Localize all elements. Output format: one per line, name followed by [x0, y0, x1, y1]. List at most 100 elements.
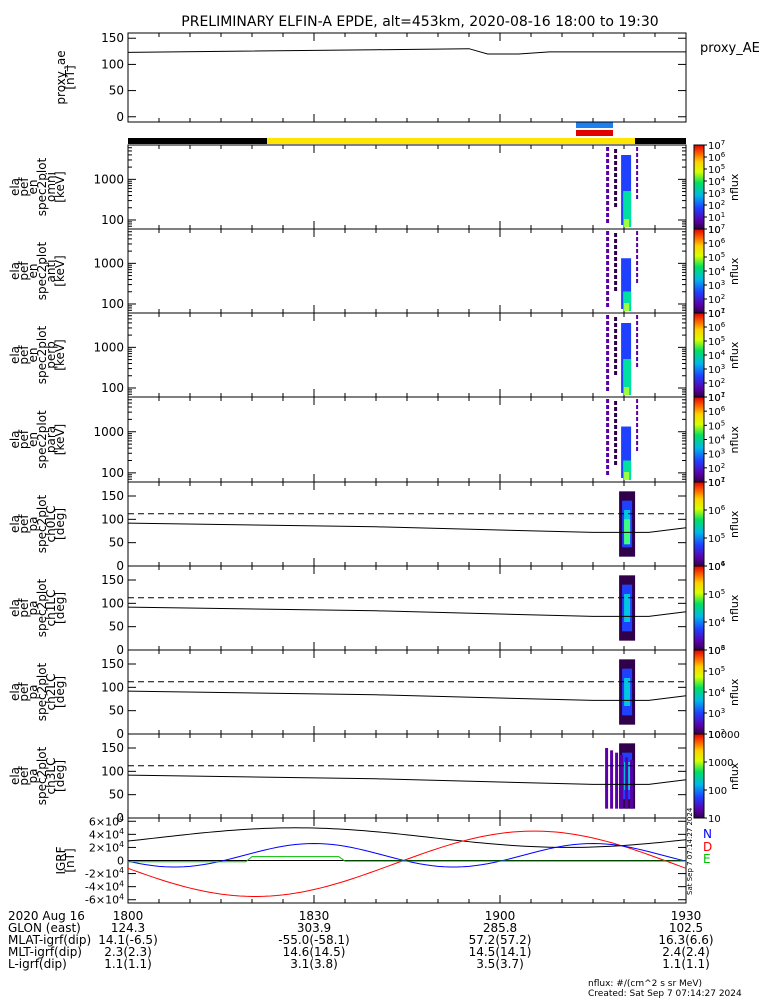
colorbar-tick-label: 103	[708, 448, 725, 461]
colorbar-tick-label: 105	[708, 588, 725, 601]
igrf-legend: N D E	[703, 827, 712, 866]
legend-e: E	[703, 852, 711, 866]
spectrogram-pixel	[636, 177, 639, 181]
colorbar-tick-label: 10	[708, 814, 721, 825]
y-tick-label: 100	[101, 381, 124, 395]
ephemeris-value: 102.5	[669, 921, 703, 935]
plot-title: PRELIMINARY ELFIN-A EPDE, alt=453km, 202…	[181, 14, 658, 30]
spectrogram-core-peak	[624, 387, 630, 395]
colorbar-tick-label: 106	[708, 237, 726, 250]
ephemeris-row-label: GLON (east)	[8, 921, 81, 935]
y-axis-label-line: pef	[17, 682, 31, 702]
y-axis-label-line: pef	[17, 598, 31, 618]
colorbar-unit-label: nflux	[728, 426, 741, 454]
spectrogram-pixel	[614, 449, 618, 453]
spectrogram-pixel	[606, 465, 610, 469]
y-axis-label-line: spec2plot	[35, 662, 49, 721]
spectrogram-pixel	[606, 153, 610, 157]
spectrogram-pixel	[606, 441, 610, 445]
legend-d: D	[703, 840, 712, 854]
spectrogram-pixel	[606, 201, 610, 205]
y-axis-label-line: pef	[17, 261, 31, 281]
igrf-d-curve	[127, 830, 687, 897]
y-axis-label-line: en	[26, 348, 40, 363]
spectrogram-pixel	[606, 399, 610, 403]
spectrogram-pixel	[636, 435, 639, 439]
y-axis-label-line: pef	[17, 345, 31, 365]
colorbar-tick-label: 104	[708, 434, 726, 447]
y-tick-label: 100	[101, 680, 124, 694]
y-tick-label: 1000	[93, 256, 124, 270]
y-tick-label: 50	[109, 704, 124, 718]
spectrogram-pixel	[636, 237, 639, 241]
colorbar-tick-label: 104	[708, 686, 726, 699]
spectrogram-core	[621, 155, 632, 225]
ephemeris-value: 1800	[113, 909, 144, 923]
y-axis-label-line: en	[26, 432, 40, 447]
pitch-angle-solid-line	[127, 690, 687, 701]
spectrogram-pixel	[636, 357, 639, 361]
y-tick-label: 6×104	[89, 814, 124, 828]
colorbar-tick-label: 105	[708, 163, 725, 176]
y-axis-label-line: pa	[26, 685, 40, 700]
spectrogram-pixel	[614, 353, 618, 357]
spectrogram-pixel	[614, 401, 618, 405]
colorbar-tick-label: 102	[708, 728, 725, 741]
spectrogram-pixel	[606, 279, 610, 283]
spectrogram-pixel	[606, 327, 610, 331]
colorbar-tick-label: 103	[708, 644, 725, 657]
y-axis-label-line: ch1LC	[44, 590, 58, 627]
y-axis-label-line: ela	[8, 178, 22, 196]
proxy-ae-side-label: proxy_AE	[700, 41, 760, 56]
colorbar	[693, 396, 705, 483]
y-tick-label: 100	[101, 297, 124, 311]
y-tick-label: 0	[117, 855, 124, 868]
igrf-e-curve	[128, 856, 686, 863]
ephemeris-value: 1.1(1.1)	[104, 957, 152, 971]
y-axis-label-line: omni	[44, 172, 58, 202]
colorbar-tick-label: 103	[708, 363, 725, 376]
ephemeris-value: 303.9	[297, 921, 331, 935]
spectrogram-pixel	[636, 273, 639, 277]
colorbar-tick-label: 104	[708, 265, 726, 278]
spectrogram-pixel	[606, 453, 610, 457]
spectrogram-pixel	[606, 405, 610, 409]
spectrogram-pixel	[636, 345, 639, 349]
spectrogram-pixel	[636, 261, 639, 265]
pa-spectrogram-bright	[624, 594, 631, 622]
colorbar-tick-label: 103	[708, 707, 725, 720]
spectrogram-pixel	[606, 435, 610, 439]
spectrogram-core	[621, 323, 632, 393]
spectrogram-pixel	[636, 417, 639, 421]
y-axis-label-line: ch2LC	[44, 674, 58, 711]
colorbar-tick-label: 100	[708, 786, 727, 797]
y-tick-label: 50	[109, 788, 124, 802]
colorbar-tick-label: 103	[708, 187, 725, 200]
colorbar-tick-label: 107	[708, 139, 725, 152]
colorbar-tick-label: 1000	[708, 758, 733, 769]
spectrogram-pixel	[636, 195, 639, 199]
spectrogram-pixel	[614, 371, 618, 375]
spectrogram-pixel	[636, 327, 639, 331]
ephemeris-value: 124.3	[111, 921, 145, 935]
spectrogram-pixel	[606, 363, 610, 367]
pitch-angle-solid-line	[127, 522, 687, 533]
ephemeris-table: 2020 Aug 16 1800 1830 1900 1930 GLON (east) 12…	[8, 909, 714, 971]
spectrogram-pixel	[636, 279, 639, 283]
pa-spectrogram-peak	[624, 519, 631, 545]
spectrogram-pixel	[614, 251, 618, 255]
spectrogram-pixel	[606, 387, 610, 391]
spectrogram-pixel	[606, 159, 610, 163]
panels-layer: 050100150proxy_ae[nT]1001000elapefenspec…	[8, 31, 741, 906]
y-tick-label: 100	[101, 512, 124, 526]
colorbar-tick-label: 105	[708, 335, 725, 348]
colorbar	[693, 228, 705, 314]
colorbar-tick-label: 104	[708, 349, 726, 362]
panel-frame	[127, 144, 687, 230]
y-axis-label-line: perp	[44, 341, 58, 369]
spectrogram-pixel	[606, 321, 610, 325]
colorbar-tick-label: 107	[708, 476, 725, 489]
spectrogram-pixel	[614, 239, 618, 243]
